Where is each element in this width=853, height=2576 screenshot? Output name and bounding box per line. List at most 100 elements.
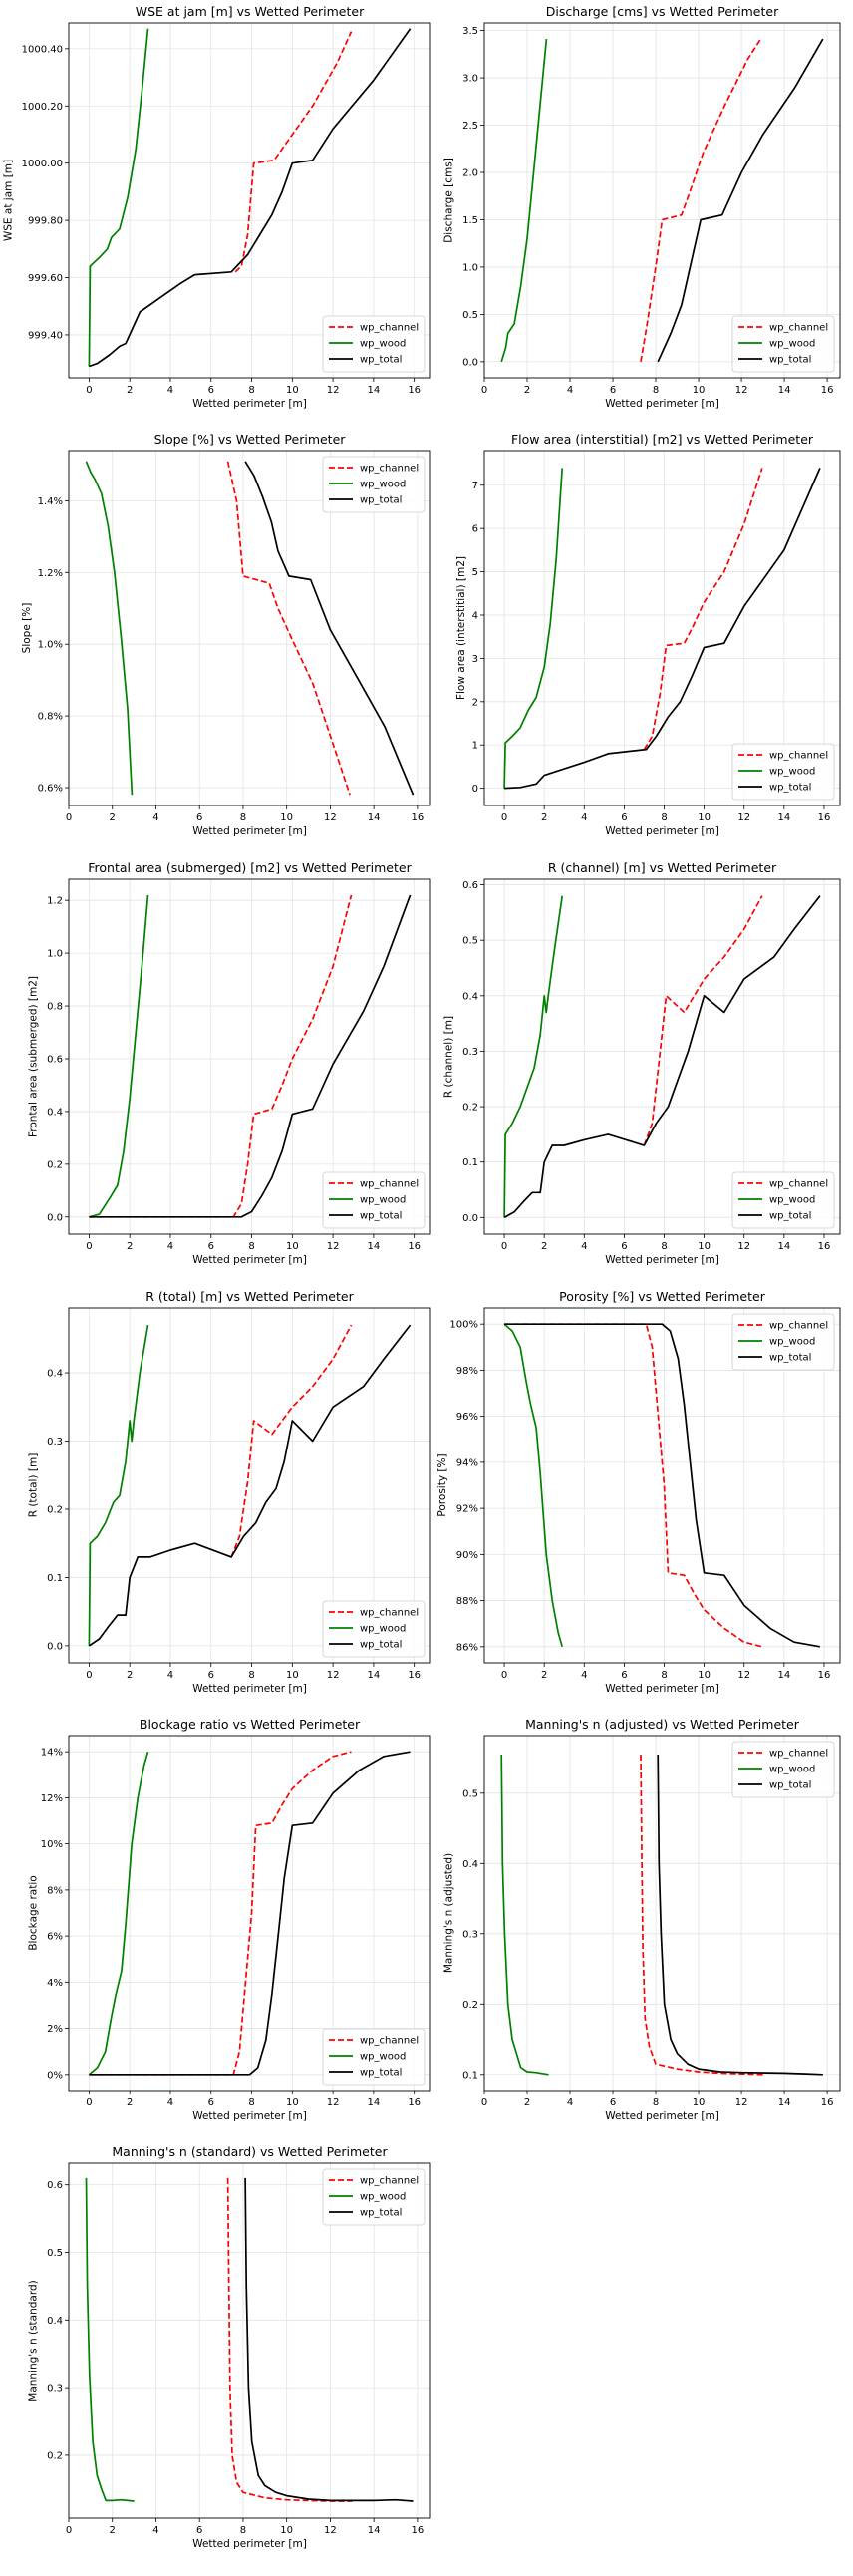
x-tick-label: 12 [324, 2525, 337, 2536]
y-tick-label: 90% [456, 1550, 478, 1561]
y-tick-label: 0.4 [47, 1369, 63, 1380]
x-tick-label: 2 [110, 812, 116, 823]
x-axis-label: Wetted perimeter [m] [605, 825, 719, 837]
series-line-wp-total [89, 1751, 411, 2076]
x-tick-label: 2 [541, 1670, 547, 1681]
y-tick-label: 999.60 [28, 273, 63, 284]
legend-label: wp_wood [360, 2052, 406, 2063]
legend: wp_channel wp_wood wp_total [322, 315, 426, 373]
legend-label: wp_channel [769, 1179, 828, 1190]
legend-label: wp_wood [769, 1337, 815, 1348]
chart-title: Frontal area (submerged) [m2] vs Wetted … [88, 860, 412, 875]
y-tick-label: 0.2 [47, 1159, 63, 1170]
x-tick-label: 10 [698, 1670, 711, 1681]
y-tick-label: 0.5 [462, 1788, 478, 1799]
x-tick-label: 12 [327, 1241, 340, 1252]
y-tick-label: 0.4 [462, 1859, 478, 1870]
y-tick-label: 12% [41, 1793, 63, 1804]
legend-label: wp_wood [360, 339, 406, 350]
x-tick-label: 16 [818, 1241, 831, 1252]
y-tick-label: 3.5 [462, 26, 478, 37]
series-line-wp-wood [503, 895, 564, 1218]
legend-label: wp_channel [360, 1608, 419, 1619]
x-tick-label: 0 [86, 2097, 92, 2108]
legend-box [322, 1171, 426, 1229]
x-tick-label: 14 [778, 385, 791, 396]
legend-label: wp_total [769, 1353, 811, 1364]
y-tick-label: 0 [472, 784, 478, 795]
x-tick-label: 14 [368, 812, 381, 823]
y-tick-label: 0.1 [462, 1157, 478, 1168]
x-tick-label: 10 [286, 1670, 299, 1681]
x-tick-label: 14 [777, 812, 790, 823]
x-tick-label: 10 [698, 812, 711, 823]
chart-3: 0 2 4 6 8 10 12 14 16 0.6% 0.8% 1.0% 1.2% 1.4% Slope [… [21, 432, 431, 837]
y-tick-label: 1.0% [38, 640, 63, 651]
y-tick-label: 1000.20 [22, 102, 63, 113]
y-tick-label: 7 [472, 481, 478, 491]
legend-label: wp_channel [360, 464, 419, 475]
x-tick-label: 12 [324, 812, 337, 823]
x-tick-label: 12 [327, 1670, 340, 1681]
series-line-wp-channel [640, 38, 762, 363]
legend-box [322, 2168, 426, 2226]
x-tick-label: 14 [777, 1241, 790, 1252]
x-axis-label: Wetted perimeter [m] [605, 1683, 719, 1695]
series-line-wp-total [88, 1324, 412, 1647]
x-tick-label: 8 [661, 1241, 667, 1252]
legend-box [731, 743, 835, 801]
chart-title: R (channel) [m] vs Wetted Perimeter [548, 860, 777, 875]
y-tick-label: 2.5 [462, 121, 478, 132]
series-line-wp-total [89, 894, 412, 1218]
chart-9: 0 2 4 6 8 10 12 14 16 0% 2% 4% 6% 8% 10% 12% 14% Blockage… [27, 1717, 431, 2122]
series-line-wp-wood [500, 39, 548, 363]
legend-label: wp_total [769, 1780, 811, 1791]
legend: wp_channel wp_wood wp_total [322, 1171, 426, 1229]
x-tick-label: 14 [368, 2525, 381, 2536]
series-line-wp-total [244, 2177, 414, 2502]
legend: wp_channel wp_wood wp_total [731, 1171, 835, 1229]
x-tick-label: 10 [280, 2525, 293, 2536]
x-tick-label: 4 [167, 1670, 173, 1681]
x-tick-label: 16 [821, 385, 834, 396]
x-tick-label: 14 [777, 1670, 790, 1681]
y-tick-label: 98% [456, 1366, 478, 1377]
y-tick-label: 96% [456, 1412, 478, 1423]
x-tick-label: 0 [481, 385, 487, 396]
x-tick-label: 12 [737, 1670, 750, 1681]
x-tick-label: 6 [208, 1670, 214, 1681]
y-tick-label: 3 [472, 654, 478, 665]
x-tick-label: 12 [735, 385, 748, 396]
x-tick-label: 10 [286, 1241, 299, 1252]
series-line-wp-wood [503, 468, 564, 789]
series-line-wp-channel [643, 895, 763, 1146]
y-tick-label: 8% [47, 1885, 63, 1896]
y-tick-label: 999.40 [28, 330, 63, 341]
x-tick-label: 14 [778, 2097, 791, 2108]
y-tick-label: 100% [449, 1320, 478, 1331]
legend-label: wp_total [360, 355, 402, 366]
y-tick-label: 0.1 [462, 2070, 478, 2081]
x-tick-label: 2 [127, 1241, 133, 1252]
y-axis-label: WSE at jam [m] [3, 160, 15, 241]
series-line-wp-total [657, 1754, 823, 2076]
y-tick-label: 5 [472, 567, 478, 578]
series-line-wp-wood [85, 2177, 135, 2502]
series-line-wp-channel [226, 461, 351, 796]
y-tick-label: 0.2 [462, 2000, 478, 2011]
series-line-wp-total [244, 461, 415, 796]
y-axis-label: Frontal area (submerged) [m2] [27, 976, 39, 1137]
axes-frame [68, 22, 431, 379]
x-tick-label: 14 [368, 1670, 381, 1681]
legend-box [322, 2028, 426, 2086]
x-tick-label: 10 [698, 1241, 711, 1252]
x-tick-label: 12 [735, 2097, 748, 2108]
legend: wp_channel wp_wood wp_total [731, 315, 835, 373]
x-tick-label: 6 [610, 2097, 616, 2108]
series-line-wp-wood [503, 1323, 564, 1648]
y-tick-label: 1.2 [47, 896, 63, 907]
legend-box [731, 1741, 835, 1798]
x-tick-label: 10 [693, 385, 706, 396]
axes-frame [68, 1735, 431, 2092]
